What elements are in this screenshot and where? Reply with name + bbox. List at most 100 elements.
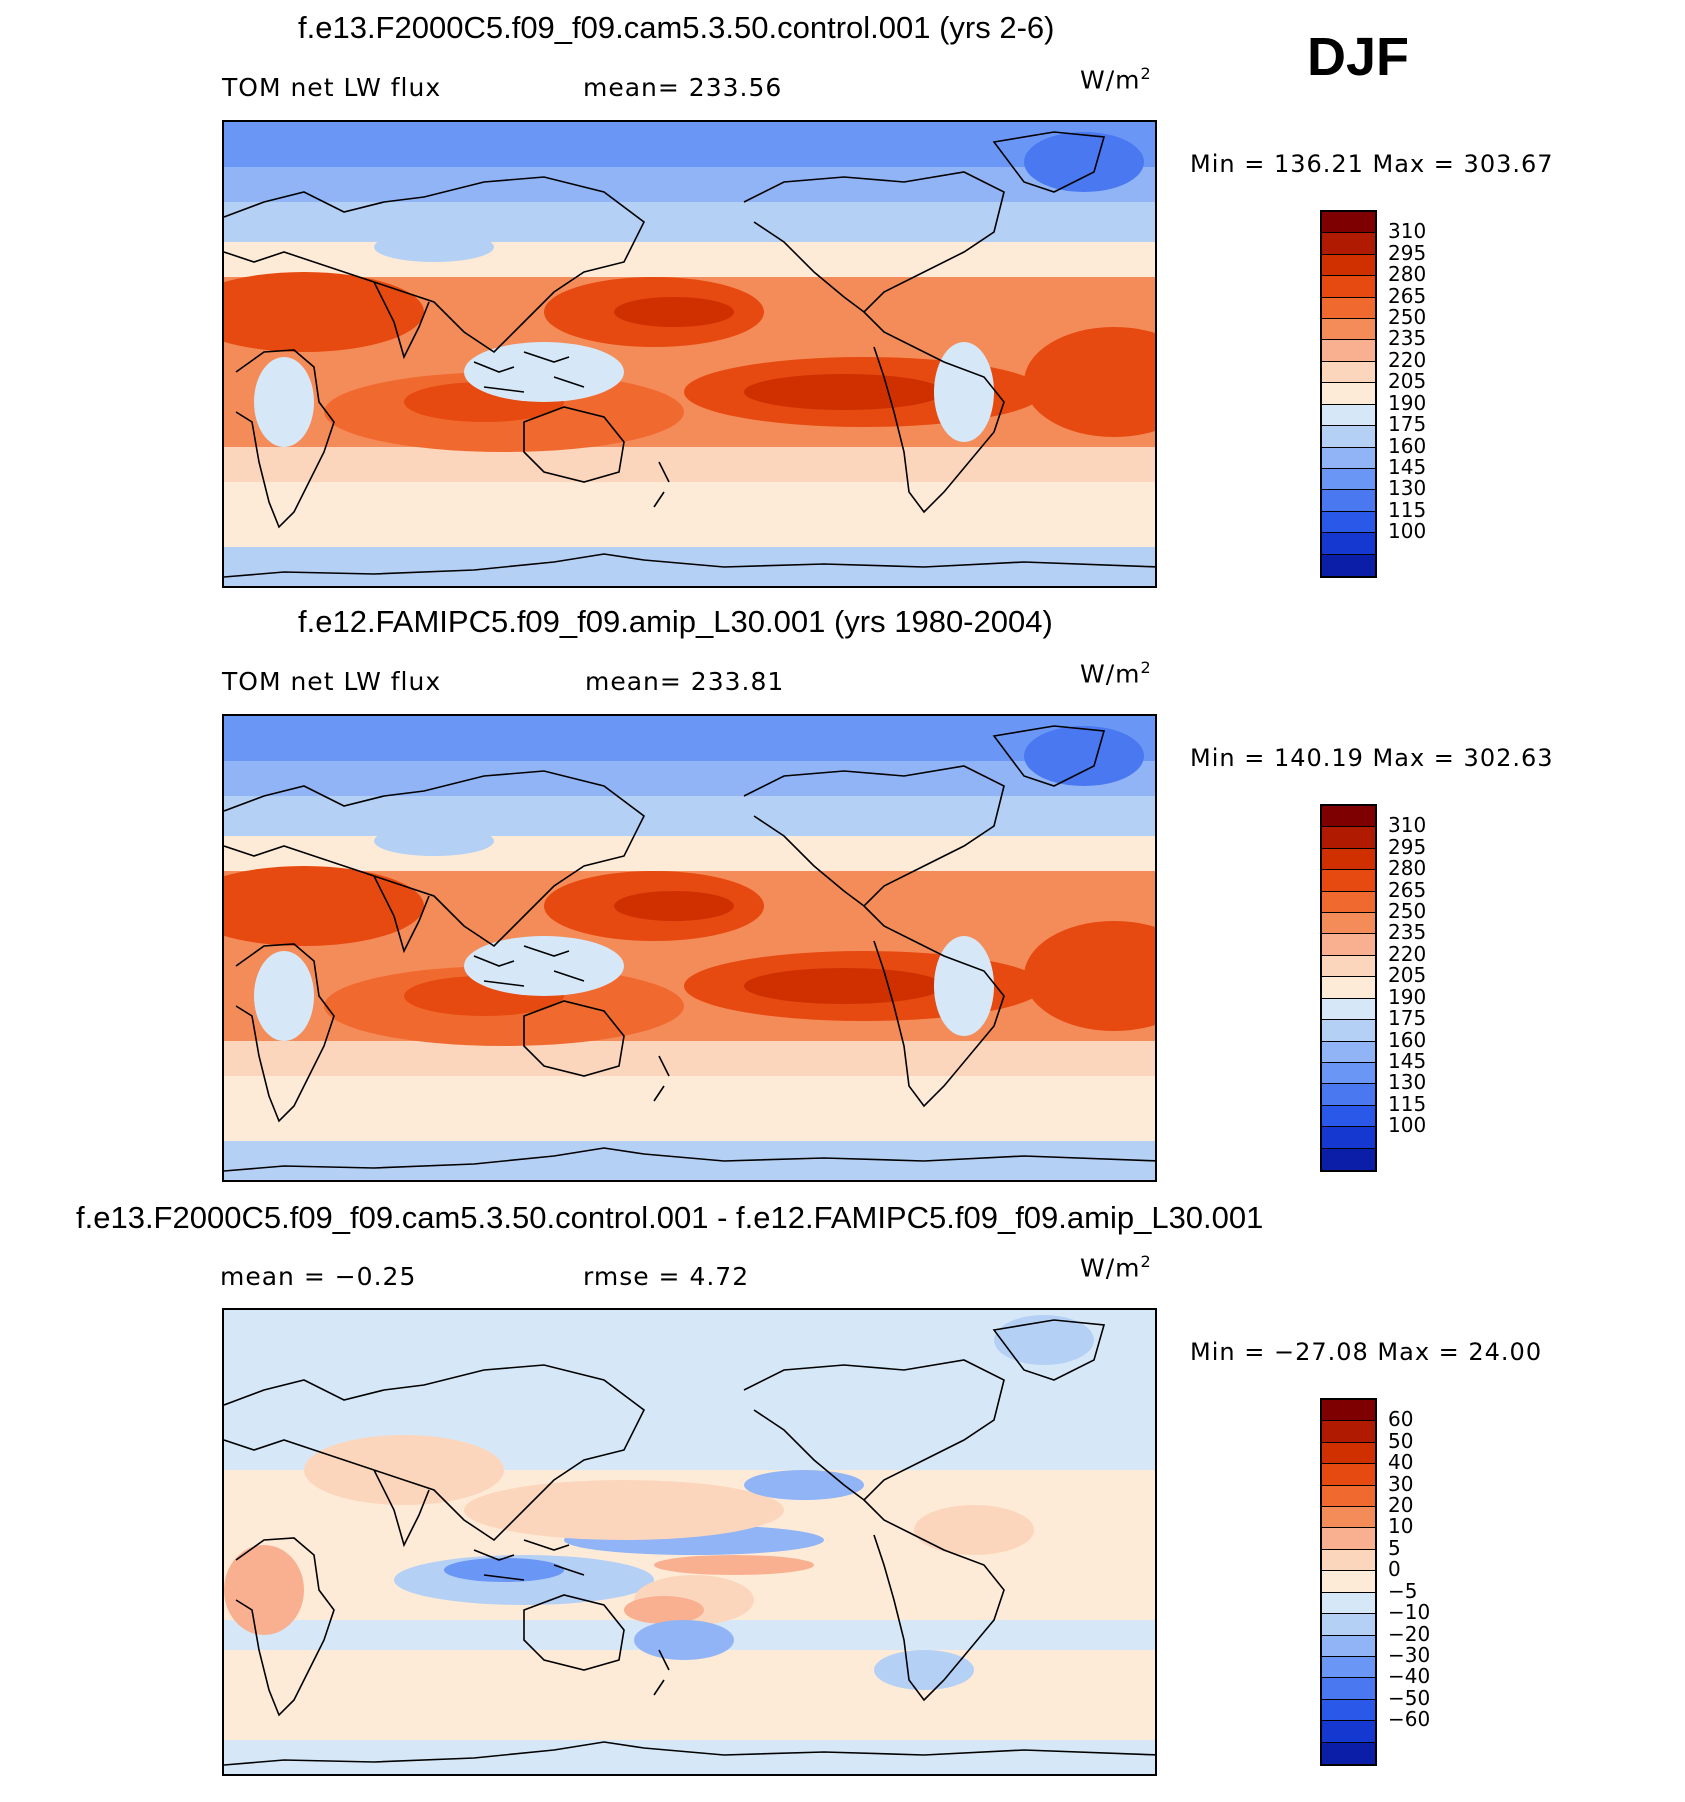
colorbar-tick-label: 280 [1388,262,1427,287]
colorbar-tick-label: 250 [1388,899,1427,924]
colorbar-tick-label: 145 [1388,454,1427,479]
colorbar-segment [1322,1127,1375,1149]
colorbar-tick-label: 250 [1388,305,1427,330]
colorbar-segment [1322,1678,1375,1700]
colorbar-segment [1322,955,1375,978]
panel1-units: W/m2 [1080,64,1152,95]
colorbar-segment [1322,934,1375,956]
colorbar-tick-label: 130 [1388,1070,1427,1095]
colorbar-segment [1322,468,1375,491]
panel2-units: W/m2 [1080,658,1152,689]
colorbar-segment [1322,1507,1375,1529]
map-field [224,1310,1155,1774]
colorbar-segment [1322,1084,1375,1106]
panel1-minmax: Min = 136.21 Max = 303.67 [1190,150,1554,178]
colorbar-tick-label: −60 [1388,1707,1431,1732]
colorbar-tick-label: 220 [1388,347,1427,372]
colorbar-segment [1322,1105,1375,1128]
colorbar-tick-label: 0 [1388,1557,1401,1582]
colorbar-tick-label: 100 [1388,519,1427,544]
colorbar-tick-label: −20 [1388,1621,1431,1646]
colorbar-tick-label: 145 [1388,1048,1427,1073]
colorbar-segment [1322,977,1375,999]
colorbar-segment [1322,212,1375,234]
colorbar-segment [1322,1421,1375,1443]
colorbar-tick-label: 220 [1388,941,1427,966]
colorbar-tick-label: 175 [1388,1006,1427,1031]
colorbar-segment [1322,998,1375,1021]
panel3-rmse: rmse = 4.72 [583,1262,750,1291]
panel2-map [222,714,1157,1182]
colorbar-segment [1322,806,1375,828]
colorbar-segment [1322,1020,1375,1042]
panel2-mean: mean= 233.81 [585,667,785,696]
panel2-variable: TOM net LW flux [222,667,442,696]
colorbar-tick-label: 235 [1388,920,1427,945]
colorbar-segment [1322,511,1375,534]
colorbar-segment [1322,319,1375,341]
colorbar-segment [1322,426,1375,448]
colorbar-segment [1322,1614,1375,1636]
colorbar-segment [1322,1464,1375,1486]
colorbar-tick-label: 40 [1388,1450,1414,1475]
colorbar-segment [1322,913,1375,935]
colorbar-tick-label: 160 [1388,1027,1427,1052]
colorbar-tick-label: 235 [1388,326,1427,351]
colorbar-tick-label: 310 [1388,219,1427,244]
panel3-colorbar [1320,1398,1377,1766]
colorbar-tick-label: 265 [1388,877,1427,902]
colorbar-segment [1322,554,1375,576]
colorbar-segment [1322,1721,1375,1743]
colorbar-segment [1322,1400,1375,1422]
colorbar-segment [1322,447,1375,469]
panel1-variable: TOM net LW flux [222,73,442,102]
colorbar-segment [1322,827,1375,849]
panel3-units: W/m2 [1080,1252,1152,1283]
panel2-colorbar [1320,804,1377,1172]
colorbar-segment [1322,533,1375,555]
colorbar-tick-label: 115 [1388,1091,1427,1116]
colorbar-tick-label: 190 [1388,390,1427,415]
colorbar-tick-label: 10 [1388,1514,1414,1539]
panel3-title: f.e13.F2000C5.f09_f09.cam5.3.50.control.… [76,1200,1264,1235]
colorbar-segment [1322,1528,1375,1550]
panel3-minmax: Min = −27.08 Max = 24.00 [1190,1338,1543,1366]
map-field [224,716,1155,1180]
panel2-minmax: Min = 140.19 Max = 302.63 [1190,744,1554,772]
colorbar-tick-label: 310 [1388,813,1427,838]
colorbar-segment [1322,297,1375,320]
panel3-map [222,1308,1157,1776]
colorbar-segment [1322,1041,1375,1063]
colorbar-segment [1322,848,1375,871]
colorbar-tick-label: −50 [1388,1685,1431,1710]
colorbar-tick-label: 100 [1388,1113,1427,1138]
colorbar-tick-label: 205 [1388,963,1427,988]
colorbar-segment [1322,361,1375,384]
colorbar-tick-label: −40 [1388,1664,1431,1689]
colorbar-tick-label: 190 [1388,984,1427,1009]
colorbar-segment [1322,383,1375,405]
panel3-mean: mean = −0.25 [220,1262,417,1291]
colorbar-tick-label: 115 [1388,497,1427,522]
colorbar-segment [1322,1485,1375,1508]
colorbar-segment [1322,891,1375,914]
colorbar-tick-label: 280 [1388,856,1427,881]
colorbar-tick-label: 5 [1388,1535,1401,1560]
colorbar-segment [1322,1656,1375,1679]
colorbar-segment [1322,1635,1375,1657]
colorbar-segment [1322,1148,1375,1170]
colorbar-segment [1322,1699,1375,1722]
season-label: DJF [1307,27,1410,87]
colorbar-tick-label: 130 [1388,476,1427,501]
colorbar-segment [1322,870,1375,892]
colorbar-segment [1322,1549,1375,1572]
panel1-colorbar [1320,210,1377,578]
colorbar-segment [1322,233,1375,255]
colorbar-tick-label: 295 [1388,240,1427,265]
colorbar-tick-label: 265 [1388,283,1427,308]
colorbar-tick-label: −30 [1388,1642,1431,1667]
colorbar-tick-label: 205 [1388,369,1427,394]
colorbar-segment [1322,276,1375,298]
colorbar-tick-label: −10 [1388,1600,1431,1625]
colorbar-segment [1322,1742,1375,1764]
